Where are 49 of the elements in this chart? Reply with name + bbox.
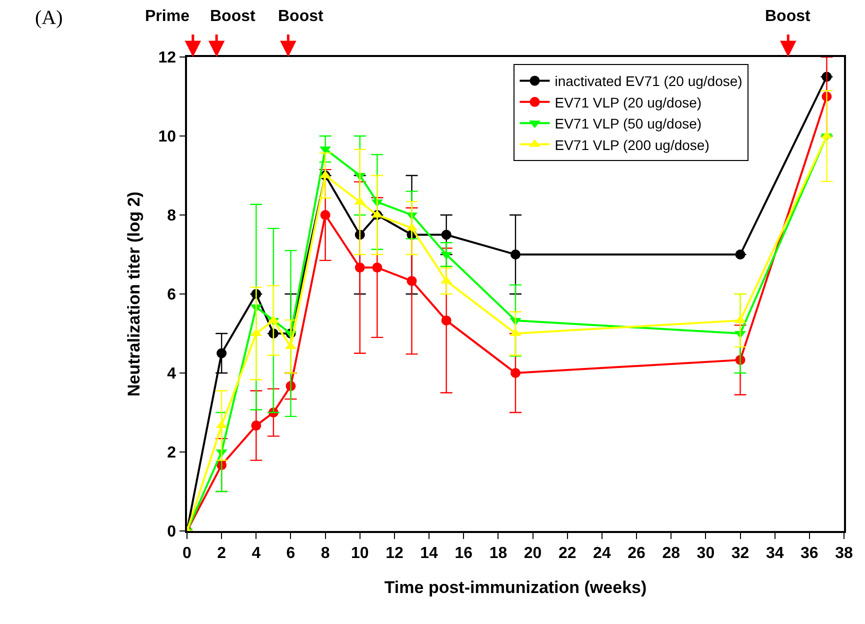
x-tick-label: 12 [386, 544, 404, 562]
x-tick-label: 34 [766, 544, 784, 562]
point [320, 210, 330, 220]
y-tick-label: 6 [167, 286, 176, 304]
x-tick-label: 14 [420, 544, 438, 562]
x-tick-label: 30 [696, 544, 715, 562]
text: (A) [35, 7, 63, 29]
y-tick-label: 4 [167, 366, 176, 383]
x-tick-label: 20 [524, 544, 542, 562]
x-tick-label: 22 [558, 544, 576, 562]
point [441, 315, 452, 326]
legend-label: EV71 VLP (20 ug/dose) [554, 94, 702, 110]
point [510, 368, 520, 378]
x-tick-label: 0 [182, 544, 192, 562]
x-tick-label: 18 [489, 544, 508, 562]
x-tick-label: 8 [320, 544, 330, 562]
point [406, 276, 417, 286]
text: Boost [278, 8, 324, 25]
x-axis-title: Time post-immunization (weeks) [384, 578, 647, 597]
text: Boost [210, 8, 256, 25]
point [510, 250, 520, 260]
x-tick-label: 32 [731, 544, 750, 562]
y-tick-label: 2 [167, 444, 176, 462]
legend-label: EV71 VLP (50 ug/dose) [554, 116, 702, 132]
x-tick-label: 24 [593, 544, 611, 562]
y-axis-title: Neutralization titer (log 2) [124, 192, 144, 396]
x-tick-label: 16 [454, 544, 473, 562]
x-tick-label: 10 [350, 544, 369, 562]
point [735, 250, 746, 260]
point [251, 420, 262, 431]
text: Prime [145, 8, 190, 25]
x-tick-label: 38 [835, 544, 853, 562]
legend-label: EV71 VLP (200 ug/dose) [554, 136, 710, 153]
x-tick-label: 36 [800, 544, 818, 562]
x-tick-label: 4 [252, 544, 261, 562]
y-tick-label: 12 [158, 50, 176, 67]
point [354, 262, 365, 273]
point [372, 262, 382, 273]
x-tick-label: 28 [662, 544, 680, 562]
x-tick-label: 6 [286, 544, 296, 562]
y-tick-label: 0 [167, 524, 176, 541]
y-tick-label: 8 [167, 208, 176, 225]
text: Boost [765, 8, 811, 25]
point [216, 348, 227, 358]
x-tick-label: 26 [628, 544, 646, 562]
legend-label: inactivated EV71 (20 ug/dose) [554, 73, 742, 90]
x-tick-label: 2 [217, 544, 226, 562]
point [441, 230, 452, 240]
y-tick-label: 10 [158, 128, 176, 146]
